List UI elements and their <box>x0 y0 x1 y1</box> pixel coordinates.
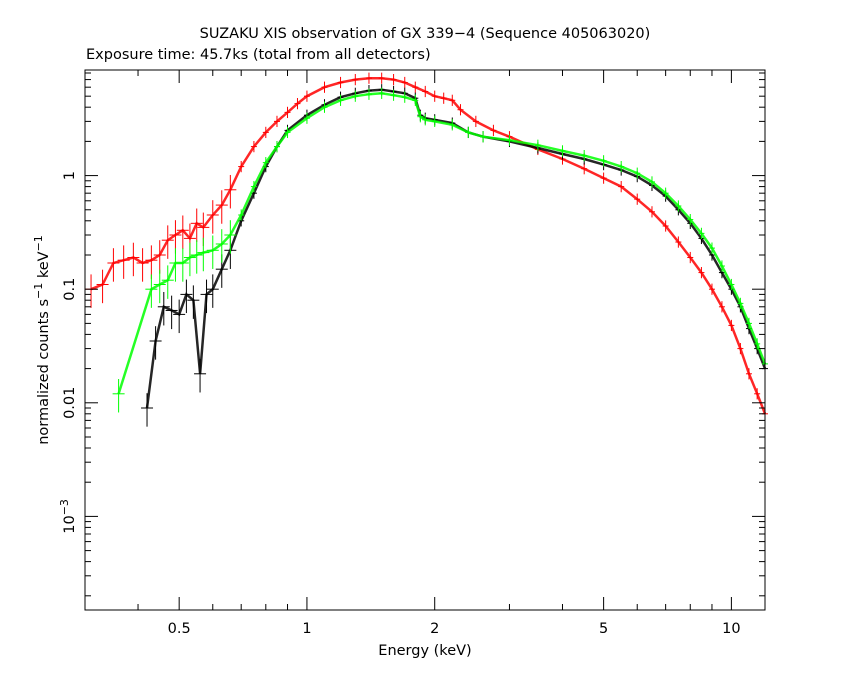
x-tick-label: 2 <box>430 621 439 637</box>
y-tick-label: 0.01 <box>62 387 78 419</box>
y-axis-label-exp2: −1 <box>32 235 45 251</box>
y-tick-label: 10−3 <box>58 499 79 534</box>
data-series <box>112 87 768 413</box>
plot-frame <box>84 69 766 611</box>
x-tick-label: 5 <box>599 621 608 637</box>
y-axis-label: normalized counts s−1 keV−1 <box>32 235 53 445</box>
chart-subtitle: Exposure time: 45.7ks (total from all de… <box>86 47 431 63</box>
y-tick-label: 0.1 <box>62 278 78 301</box>
y-tick-label-base: 10 <box>62 515 78 533</box>
series-line <box>145 88 767 409</box>
y-axis-label-exp1: −1 <box>32 283 45 299</box>
y-tick-label: 1 <box>62 171 78 180</box>
x-tick-label: 1 <box>302 621 311 637</box>
y-axis-label-mid: keV <box>36 251 52 282</box>
series-line <box>117 92 767 395</box>
data-series <box>141 84 768 427</box>
y-tick-label-exp: −3 <box>58 499 71 515</box>
series-line <box>90 76 767 415</box>
x-axis-label: Energy (keV) <box>378 643 471 659</box>
series-layer <box>85 72 768 427</box>
x-tick-label: 10 <box>722 621 740 637</box>
chart-title: SUZAKU XIS observation of GX 339−4 (Sequ… <box>200 26 651 42</box>
x-tick-label: 0.5 <box>168 621 191 637</box>
data-series <box>85 72 768 420</box>
y-axis-label-main: normalized counts s <box>36 299 52 445</box>
